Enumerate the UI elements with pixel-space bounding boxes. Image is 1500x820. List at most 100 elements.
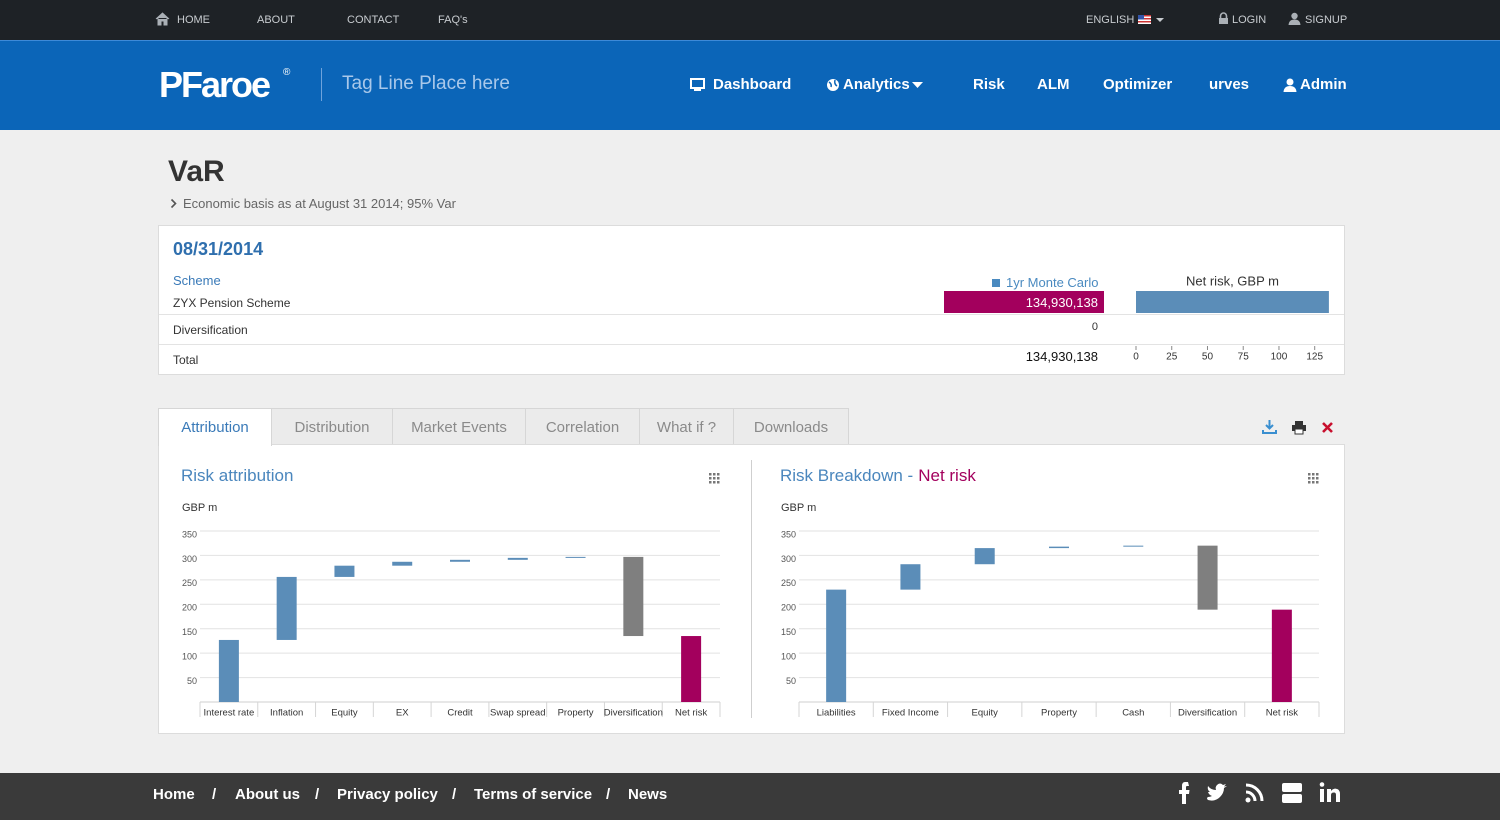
- x-tick-label: Cash: [1122, 708, 1144, 719]
- y-tick-label: 100: [781, 652, 796, 662]
- menu-icon: [717, 477, 720, 480]
- bar: [450, 559, 470, 562]
- menu-icon: [1308, 473, 1311, 476]
- y-tick-label: 300: [182, 554, 197, 564]
- x-tick-label: Net risk: [1266, 708, 1298, 719]
- menu-icon: [1312, 477, 1315, 480]
- row-value: 134,930,138: [1025, 295, 1098, 310]
- logo-mark: ®: [283, 67, 291, 78]
- globe-icon: [827, 79, 839, 91]
- tab[interactable]: Correlation: [525, 408, 640, 445]
- nav-link[interactable]: Risk: [973, 76, 1005, 93]
- menu-icon: [709, 481, 712, 484]
- nav-link[interactable]: urves: [1209, 76, 1250, 93]
- y-tick-label: 350: [781, 529, 796, 539]
- print-icon[interactable]: [1292, 421, 1306, 435]
- top-link[interactable]: FAQ's: [438, 14, 468, 26]
- nav-link[interactable]: Dashboard: [713, 76, 792, 93]
- page-subtitle: Economic basis as at August 31 2014; 95%…: [183, 196, 456, 211]
- y-tick-label: 250: [182, 578, 197, 588]
- tab[interactable]: What if ?: [639, 408, 734, 445]
- tab[interactable]: Downloads: [733, 408, 849, 445]
- y-tick-label: 150: [182, 627, 197, 637]
- footer-link[interactable]: News: [628, 786, 668, 803]
- toolbar-icons: [1262, 420, 1333, 435]
- facebook-icon[interactable]: [1179, 782, 1190, 804]
- nav-link[interactable]: Admin: [1300, 76, 1347, 93]
- x-tick-label: Interest rate: [204, 708, 255, 719]
- x-tick-label: Equity: [331, 708, 358, 719]
- bar: [900, 564, 921, 590]
- x-tick-label: Credit: [447, 708, 473, 719]
- menu-icon: [1308, 481, 1311, 484]
- bar: [507, 557, 528, 560]
- title-highlight: Net risk: [918, 466, 976, 485]
- value-highlight: [944, 291, 1104, 313]
- x-tick-label: Diversification: [604, 708, 663, 719]
- footer-separator: /: [315, 786, 320, 803]
- nav-link[interactable]: Analytics: [843, 76, 910, 93]
- y-tick-label: 50: [187, 676, 197, 686]
- close-icon[interactable]: [1322, 422, 1333, 433]
- y-tick-label: 350: [182, 529, 197, 539]
- top-bar: HOME ABOUT CONTACT FAQ's ENGLISH LOGIN S…: [0, 0, 1500, 40]
- x-tick-label: Equity: [972, 708, 999, 719]
- nav-link[interactable]: ALM: [1037, 76, 1070, 93]
- rss-icon[interactable]: [1245, 783, 1264, 803]
- row-value: 0: [1091, 321, 1098, 333]
- x-tick-label: Fixed Income: [882, 708, 939, 719]
- footer-link[interactable]: Terms of service: [474, 786, 593, 803]
- footer-separator: /: [452, 786, 457, 803]
- signup-link[interactable]: SIGNUP: [1305, 14, 1348, 26]
- footer-separator: /: [606, 786, 611, 803]
- x-tick-label: 50: [1202, 352, 1214, 363]
- social-icons: [1179, 782, 1340, 804]
- top-link[interactable]: HOME: [177, 14, 210, 26]
- footer-link[interactable]: About us: [235, 786, 300, 803]
- download-icon[interactable]: [1262, 420, 1277, 434]
- column-header: Scheme: [173, 273, 221, 288]
- logo[interactable]: PFaroe: [159, 64, 271, 105]
- footer-link[interactable]: Privacy policy: [337, 786, 438, 803]
- x-tick-label: Net risk: [675, 708, 707, 719]
- language-select[interactable]: ENGLISH: [1086, 14, 1135, 26]
- y-axis-label: GBP m: [182, 502, 217, 514]
- menu-icon: [709, 473, 712, 476]
- x-tick-label: 0: [1133, 352, 1139, 363]
- y-tick-label: 250: [781, 578, 796, 588]
- row-divider: [159, 314, 1344, 315]
- tab[interactable]: Attribution: [158, 408, 272, 446]
- summary-date: 08/31/2014: [173, 239, 264, 259]
- footer-link[interactable]: Home: [153, 786, 195, 803]
- chart: Risk attribution GBP m 50 100 150 200 250 300 35…: [181, 466, 721, 719]
- tagline: Tag Line Place here: [342, 73, 510, 94]
- nav-link[interactable]: Optimizer: [1103, 76, 1173, 93]
- x-tick-label: 100: [1271, 352, 1288, 363]
- menu-icon: [709, 477, 712, 480]
- bar: [276, 576, 297, 640]
- top-link[interactable]: CONTACT: [347, 14, 400, 26]
- menu-icon: [713, 473, 716, 476]
- twitter-icon[interactable]: [1207, 783, 1227, 801]
- bar: [565, 556, 586, 558]
- menu-icon: [1312, 473, 1315, 476]
- legend-swatch: [992, 279, 1000, 287]
- flag-icon: [1138, 15, 1164, 24]
- title-text: Risk attribution: [181, 466, 293, 485]
- menu-icon: [1316, 477, 1319, 480]
- caret: [912, 82, 923, 88]
- tab[interactable]: Market Events: [392, 408, 526, 445]
- linkedin-icon[interactable]: [1319, 782, 1340, 802]
- y-tick-label: 200: [781, 603, 796, 613]
- top-link[interactable]: ABOUT: [257, 14, 295, 26]
- x-tick-label: Swap spread: [490, 708, 545, 719]
- x-tick-label: 75: [1238, 352, 1250, 363]
- bar: [334, 565, 355, 577]
- youtube-icon[interactable]: [1282, 783, 1302, 803]
- login-link[interactable]: LOGIN: [1232, 14, 1267, 26]
- tab[interactable]: Distribution: [271, 408, 393, 445]
- y-tick-label: 50: [786, 676, 796, 686]
- menu-icon: [1312, 481, 1315, 484]
- header: PFaroe ® Tag Line Place here: [0, 40, 1500, 130]
